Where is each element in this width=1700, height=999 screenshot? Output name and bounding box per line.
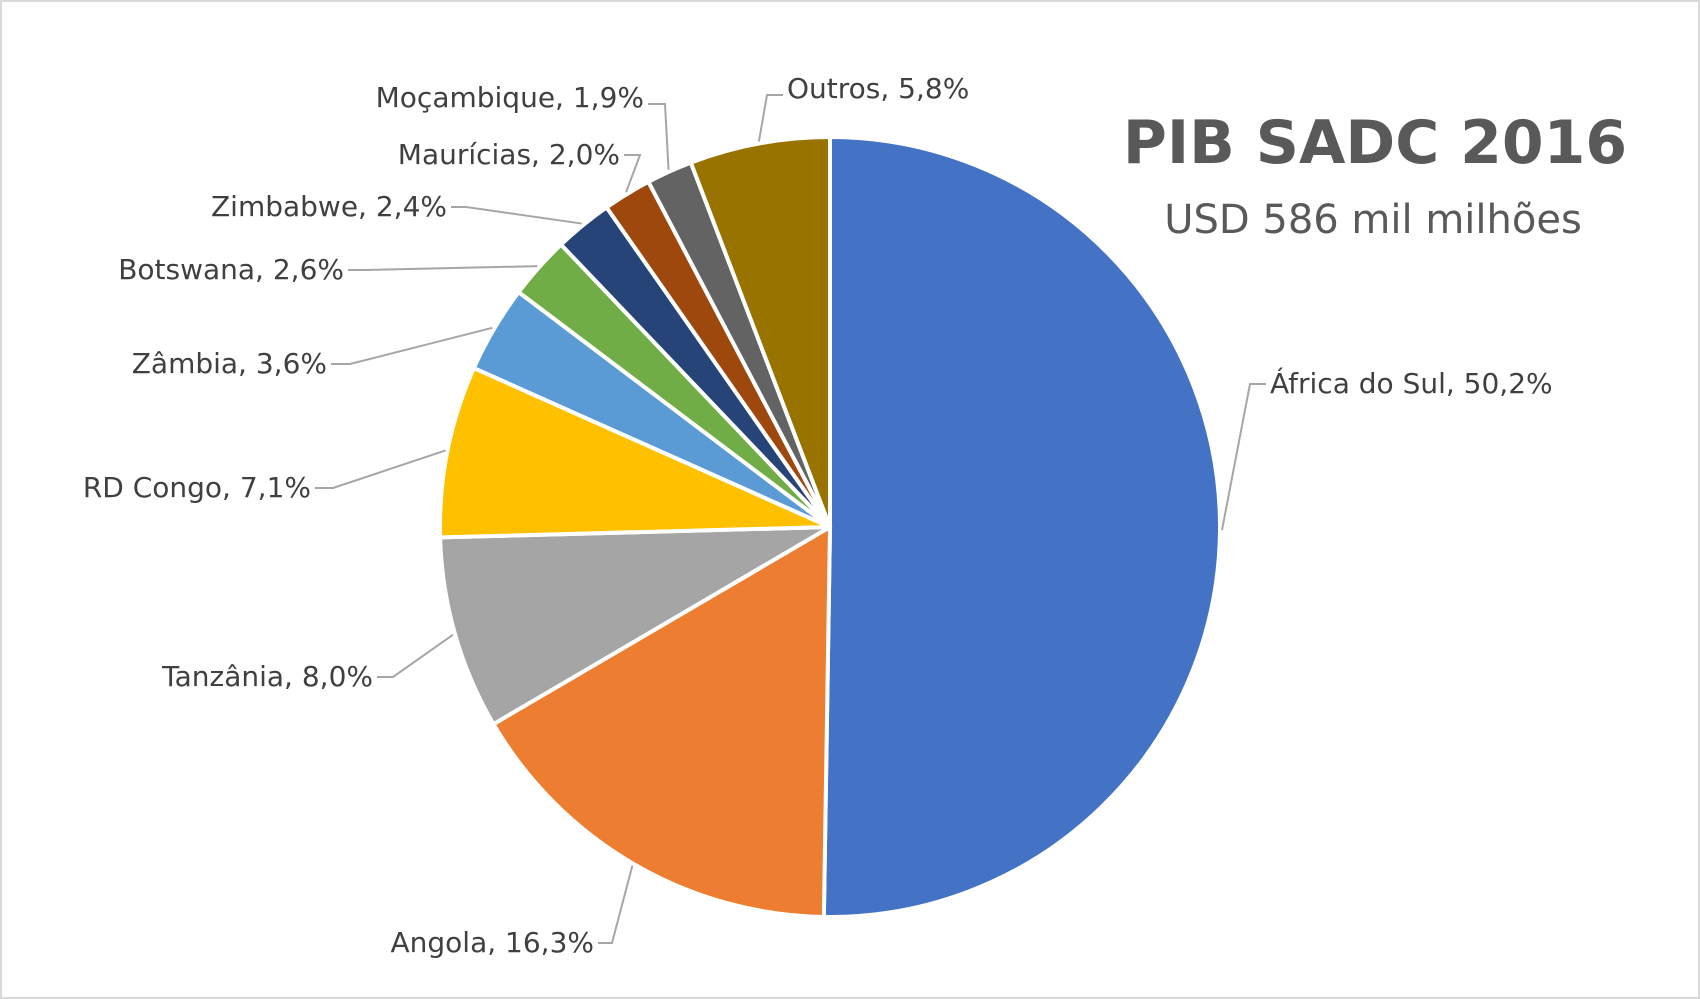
leader-line-2: [377, 633, 454, 678]
data-label-7: Maurícias, 2,0%: [398, 138, 620, 171]
chart-title: PIB SADC 2016: [1123, 108, 1627, 178]
pie-slices: [438, 135, 1222, 919]
chart-subtitle: USD 586 mil milhões: [1164, 197, 1582, 243]
data-label-3: RD Congo, 7,1%: [83, 471, 311, 504]
leader-line-5: [348, 265, 538, 271]
data-label-0: África do Sul, 50,2%: [1270, 366, 1553, 400]
leader-line-1: [598, 865, 634, 944]
leader-line-8: [648, 103, 670, 170]
data-label-1: Angola, 16,3%: [391, 926, 595, 959]
pie-slice-9: [688, 135, 832, 529]
data-label-8: Moçambique, 1,9%: [376, 81, 644, 114]
data-label-2: Tanzânia, 8,0%: [161, 660, 373, 693]
leader-line-4: [331, 326, 493, 365]
leader-line-6: [451, 206, 582, 225]
leader-line-9: [757, 94, 783, 142]
data-label-5: Botswana, 2,6%: [118, 253, 344, 286]
leader-line-3: [315, 449, 446, 489]
pie-slice-3: [438, 366, 832, 540]
data-label-9: Outros, 5,8%: [787, 72, 969, 105]
pie-slice-1: [491, 525, 832, 919]
pie-slice-2: [438, 525, 832, 727]
data-labels: África do Sul, 50,2% Angola, 16,3% Tanzâni…: [83, 72, 1553, 959]
data-label-4: Zâmbia, 3,6%: [132, 347, 327, 380]
leader-line-7: [624, 154, 642, 193]
data-label-6: Zimbabwe, 2,4%: [211, 190, 447, 223]
leader-line-0: [1221, 383, 1266, 531]
leader-lines: [315, 94, 1266, 944]
pie-slice-0: [821, 135, 1222, 919]
